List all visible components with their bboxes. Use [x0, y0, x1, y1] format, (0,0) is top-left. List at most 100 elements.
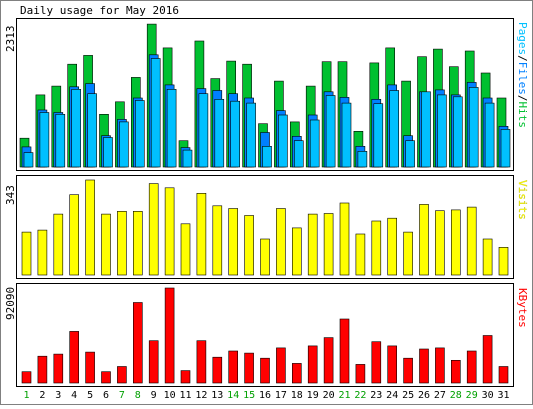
- day-label: 24: [386, 390, 398, 401]
- kbytes-bar: [403, 357, 413, 384]
- pages-bar: [166, 89, 177, 168]
- day-label: 11: [179, 390, 191, 401]
- pages-bar: [230, 100, 240, 168]
- kbytes-bar: [196, 340, 207, 384]
- kbytes-bar: [371, 341, 382, 384]
- day-label: 15: [243, 390, 255, 401]
- kbytes-bar: [339, 318, 350, 384]
- visits-bar: [196, 193, 207, 276]
- visits-bar: [371, 220, 382, 276]
- day-label: 26: [418, 390, 430, 401]
- visits-bar: [276, 208, 286, 276]
- visits-bar: [117, 211, 127, 276]
- pages-bar: [262, 146, 272, 168]
- visits-bar: [435, 210, 445, 276]
- kbytes-bar: [276, 347, 286, 384]
- visits-bar: [37, 229, 48, 276]
- visits-bar: [180, 223, 191, 276]
- visits-bar: [419, 204, 429, 276]
- day-labels-group: 1 2 3 4 5 6 7 8 9 10 11 12 13 14 15 16 17 18 19 20 21 22 23 24 2…: [23, 390, 509, 401]
- kbytes-bar: [355, 364, 366, 384]
- pages-bar: [55, 114, 66, 168]
- day-label: 25: [402, 390, 414, 401]
- kbytes-bar: [133, 302, 143, 384]
- visits-bar: [307, 213, 318, 276]
- pages-bar: [246, 102, 256, 168]
- pages-bar: [405, 140, 415, 168]
- kbytes-bar: [466, 350, 477, 384]
- visits-max-label: 343: [4, 185, 17, 205]
- pages-bar: [309, 119, 320, 168]
- day-label: 28: [450, 390, 462, 401]
- kbytes-bar: [228, 350, 238, 384]
- visits-bar: [482, 238, 493, 276]
- day-label: 22: [354, 390, 366, 401]
- pages-bar: [421, 91, 431, 168]
- kbytes-bar: [148, 340, 159, 384]
- pages-bar: [119, 121, 129, 168]
- side-label-part: Pages: [516, 22, 529, 55]
- day-label: 10: [164, 390, 176, 401]
- kbytes-bar: [164, 287, 175, 384]
- day-label: 3: [55, 390, 61, 401]
- kbytes-bar: [85, 351, 95, 384]
- hits-bars-group: [19, 23, 511, 168]
- visits-bar: [291, 227, 302, 276]
- day-label: 2: [39, 390, 45, 401]
- hits-side-label: Pages/Files/Hits: [516, 22, 529, 128]
- day-label: 1: [23, 390, 29, 401]
- visits-bar: [466, 206, 477, 276]
- day-label: 6: [103, 390, 109, 401]
- pages-bar: [87, 93, 97, 168]
- visits-bar: [387, 217, 398, 276]
- visits-bar: [53, 213, 64, 276]
- day-label: 19: [307, 390, 319, 401]
- pages-bar: [39, 112, 50, 168]
- pages-bar: [468, 87, 479, 168]
- pages-bar: [214, 99, 225, 168]
- pages-bar: [500, 129, 511, 168]
- day-label: 16: [259, 390, 271, 401]
- visits-bar: [498, 247, 509, 276]
- visits-bars-group: [21, 179, 509, 276]
- visits-bar: [260, 238, 270, 276]
- visits-bar: [339, 202, 350, 276]
- pages-bar: [437, 94, 447, 168]
- pages-bar: [71, 89, 81, 168]
- pages-bar: [278, 114, 288, 168]
- side-label-part: Files: [516, 62, 529, 95]
- pages-bar: [341, 102, 352, 168]
- visits-bar: [21, 231, 32, 276]
- visits-bar: [164, 187, 175, 276]
- side-label-part: Hits: [516, 102, 529, 129]
- kbytes-bar: [435, 347, 445, 384]
- day-label: 5: [87, 390, 93, 401]
- kbytes-bar: [37, 355, 48, 384]
- visits-bar: [323, 213, 334, 276]
- day-label: 8: [135, 390, 141, 401]
- day-label: 9: [151, 390, 157, 401]
- day-label: 21: [338, 390, 350, 401]
- side-label-part: /: [516, 95, 529, 102]
- pages-bar: [293, 140, 304, 168]
- day-label: 4: [71, 390, 77, 401]
- kbytes-max-label: 92090: [4, 287, 17, 320]
- visits-bar: [228, 208, 238, 276]
- visits-side-label: Visits: [516, 180, 529, 220]
- kbytes-bar: [323, 337, 334, 384]
- day-label: 7: [119, 390, 125, 401]
- kbytes-bar: [212, 356, 223, 384]
- pages-bar: [484, 102, 495, 168]
- kbytes-bar: [21, 371, 32, 384]
- day-label: 23: [370, 390, 382, 401]
- kbytes-bar: [291, 363, 302, 384]
- day-label: 18: [291, 390, 303, 401]
- kbytes-bar: [53, 353, 64, 384]
- kbytes-bar: [419, 348, 429, 384]
- kbytes-bar: [180, 370, 191, 384]
- kbytes-side-label: KBytes: [516, 288, 529, 328]
- day-label: 29: [466, 390, 478, 401]
